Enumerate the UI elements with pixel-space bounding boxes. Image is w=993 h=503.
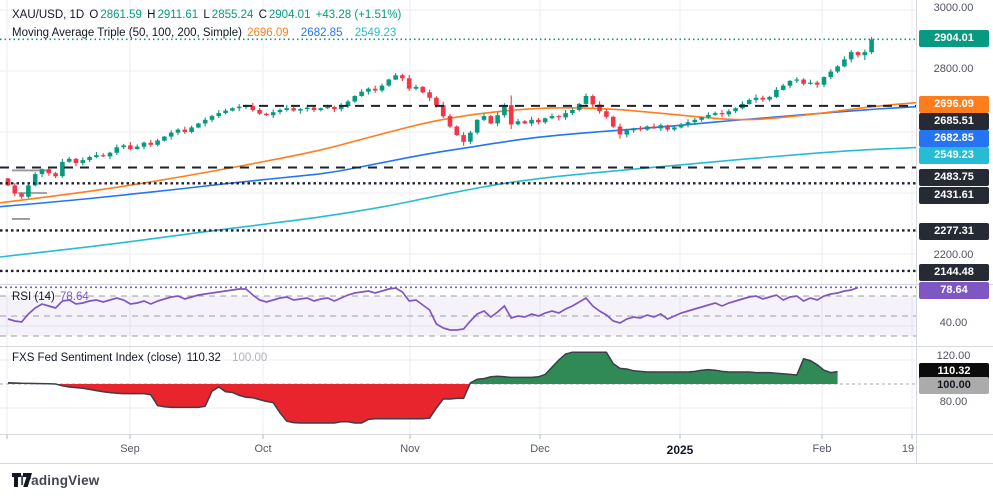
price-label-40.00: 40.00 [939,316,968,329]
price-label-2200.00: 2200.00 [933,248,974,261]
time-label-19[interactable]: 19 [901,443,915,455]
symbol-legend-row[interactable]: XAU/USD, 1D O 2861.59 H 2911.61 L 2855.24 C… [12,9,403,21]
close-value: 2904.01 [268,9,311,21]
fed-indicator-legend-row[interactable]: FXS Fed Sentiment Index (close) 110.32 1… [12,352,269,364]
price-badge-2483.75: 2483.75 [919,169,989,186]
time-label-2025[interactable]: 2025 [666,443,694,457]
ma50-value: 2696.09 [247,27,289,39]
open-label: O [89,9,99,21]
fed-sentiment-area [7,351,838,424]
ma200-value: 2549.23 [354,27,397,39]
fed-indicator-title[interactable]: FXS Fed Sentiment Index (close) [12,352,182,364]
sma-100-line [0,105,917,208]
open-value: 2861.59 [100,9,142,21]
ma-indicator-legend-row[interactable]: Moving Average Triple (50, 100, 200, Sim… [12,27,398,39]
price-badge-2685.51: 2685.51 [919,113,989,130]
rsi-value: 78.64 [60,291,89,303]
ma-indicator-title[interactable]: Moving Average Triple (50, 100, 200, Sim… [12,27,242,39]
close-label: C [258,9,267,21]
time-label-Feb[interactable]: Feb [812,443,832,455]
fed-value: 110.32 [186,352,221,364]
price-label-2800.00: 2800.00 [933,62,974,75]
fed-baseline-value: 100.00 [232,352,268,364]
time-axis[interactable]: Sep Oct Nov Dec 2025 Feb 19 [0,434,993,463]
time-label-Sep[interactable]: Sep [120,443,140,455]
price-badge-2277.31: 2277.31 [919,222,989,240]
time-label-Nov[interactable]: Nov [400,443,420,455]
price-badge-78.64: 78.64 [919,281,989,299]
high-value: 2911.61 [157,9,199,21]
rsi-indicator-legend-row[interactable]: RSI (14) 78.64 [12,291,91,303]
candles [5,36,874,199]
tradingview-attribution[interactable]: TradingView [12,473,99,488]
sma-50-line [0,101,917,204]
pane-dividers [0,0,993,464]
price-badge-2696.09: 2696.09 [919,96,989,113]
gridlines [0,0,916,434]
price-badge-110.32: 110.32 [919,363,989,380]
support-resistance-lines[interactable] [0,104,916,273]
low-value: 2855.24 [211,9,254,21]
symbol-title[interactable]: XAU/USD, 1D [12,9,85,21]
price-badge-2549.23: 2549.23 [919,147,989,164]
price-badge-2431.61: 2431.61 [919,187,989,204]
price-label-120.00: 120.00 [936,349,971,362]
tradingview-logo-icon [12,473,32,487]
time-label-Oct[interactable]: Oct [254,443,272,455]
price-badge-100.00: 100.00 [919,377,989,394]
ma100-value: 2682.85 [300,27,343,39]
change-value: +43.28 (+1.51%) [315,9,402,21]
rsi-line [7,286,859,331]
sma-200-line [0,146,917,258]
tradingview-attribution-text: TradingView [18,473,100,488]
high-label: H [147,9,156,21]
price-badge-2904.01: 2904.01 [919,30,989,47]
low-label: L [203,9,210,21]
rsi-indicator-title[interactable]: RSI (14) [12,291,55,303]
price-label-3000.00: 3000.00 [933,1,974,14]
time-label-Dec[interactable]: Dec [530,443,550,455]
price-badge-2144.48: 2144.48 [919,263,989,281]
price-scale[interactable]: 3000.00 2904.01 2800.00 2696.09 2685.51 2682.… [916,0,993,463]
price-label-80.00: 80.00 [939,395,968,408]
price-badge-2682.85: 2682.85 [919,130,989,147]
